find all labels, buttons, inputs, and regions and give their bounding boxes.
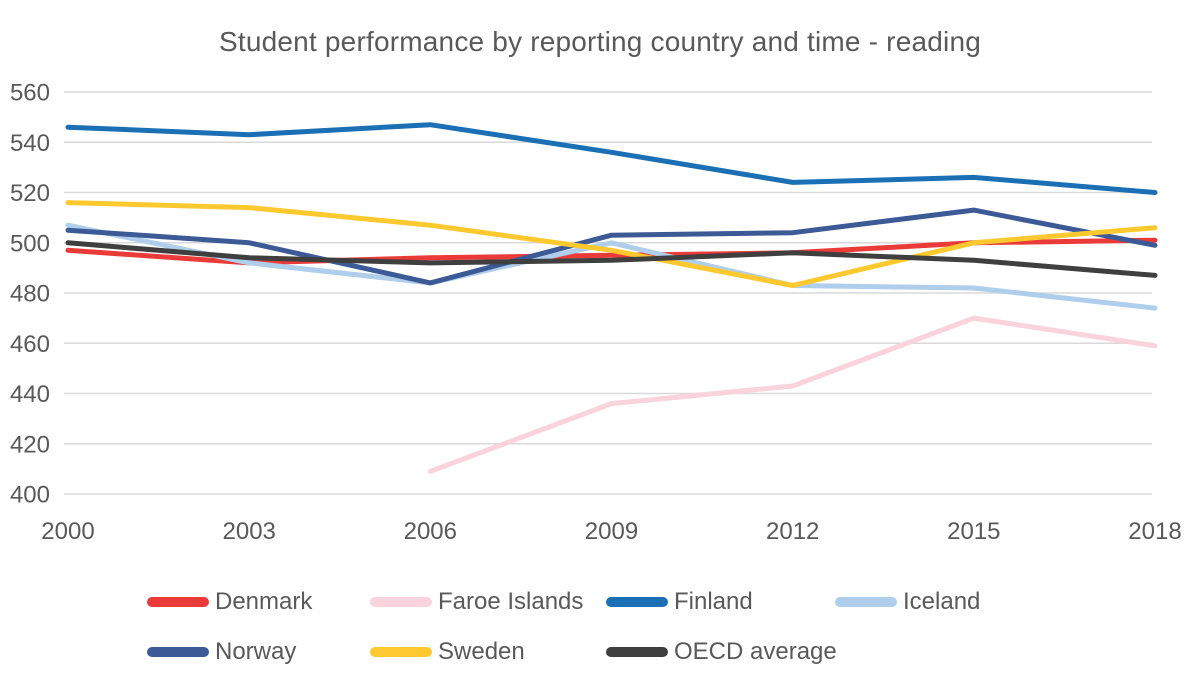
legend-label-iceland: Iceland [903, 588, 981, 615]
y-axis-tick-label: 520 [10, 180, 50, 207]
legend-label-denmark: Denmark [215, 588, 313, 615]
y-axis-tick-label: 500 [10, 230, 50, 257]
x-axis-tick-labels: 2000 2003 2006 2009 2012 2015 2018 [41, 518, 1181, 545]
legend-item-finland: Finland [606, 587, 753, 617]
x-axis-tick-label: 2000 [41, 518, 94, 545]
legend-swatch-oecd-average [606, 647, 668, 657]
chart-title: Student performance by reporting country… [219, 26, 981, 57]
series-line-sweden [65, 200, 1158, 288]
x-axis-tick-label: 2012 [766, 518, 819, 545]
legend-swatch-norway [147, 647, 209, 657]
legend-item-faroe-islands: Faroe Islands [370, 587, 583, 617]
y-axis-tick-label: 460 [10, 331, 50, 358]
x-axis-tick-label: 2003 [223, 518, 276, 545]
legend-label-faroe-islands: Faroe Islands [438, 588, 584, 615]
series-line-faroe-islands [427, 315, 1158, 474]
legend-label-finland: Finland [674, 588, 753, 615]
legend-label-sweden: Sweden [438, 638, 525, 665]
legend-item-norway: Norway [147, 637, 296, 667]
y-axis-tick-label: 480 [10, 281, 50, 308]
series-line-finland [65, 122, 1158, 195]
y-axis-tick-label: 560 [10, 80, 50, 107]
x-axis-tick-label: 2009 [585, 518, 638, 545]
x-axis-tick-label: 2015 [947, 518, 1000, 545]
y-axis-tick-label: 420 [10, 431, 50, 458]
x-axis-tick-label: 2018 [1128, 518, 1181, 545]
legend-item-oecd-average: OECD average [606, 637, 837, 667]
legend-swatch-sweden [370, 647, 432, 657]
series-line-oecd-average [65, 240, 1158, 278]
legend-label-oecd-average: OECD average [674, 638, 837, 665]
y-axis-tick-label: 400 [10, 482, 50, 509]
series-line-norway [65, 207, 1158, 286]
legend-swatch-iceland [835, 597, 897, 607]
legend-swatch-faroe-islands [370, 597, 432, 607]
y-axis-tick-label: 440 [10, 381, 50, 408]
legend-label-norway: Norway [215, 638, 297, 665]
x-axis-tick-label: 2006 [404, 518, 457, 545]
y-axis-tick-labels: 560 540 520 500 480 460 440 420 400 [10, 80, 50, 509]
y-axis-tick-label: 540 [10, 130, 50, 157]
legend-item-iceland: Iceland [835, 587, 980, 617]
legend-swatch-finland [606, 597, 668, 607]
series-line-iceland [65, 222, 1158, 311]
legend-swatch-denmark [147, 597, 209, 607]
legend-item-sweden: Sweden [370, 637, 525, 667]
legend-item-denmark: Denmark [147, 587, 312, 617]
